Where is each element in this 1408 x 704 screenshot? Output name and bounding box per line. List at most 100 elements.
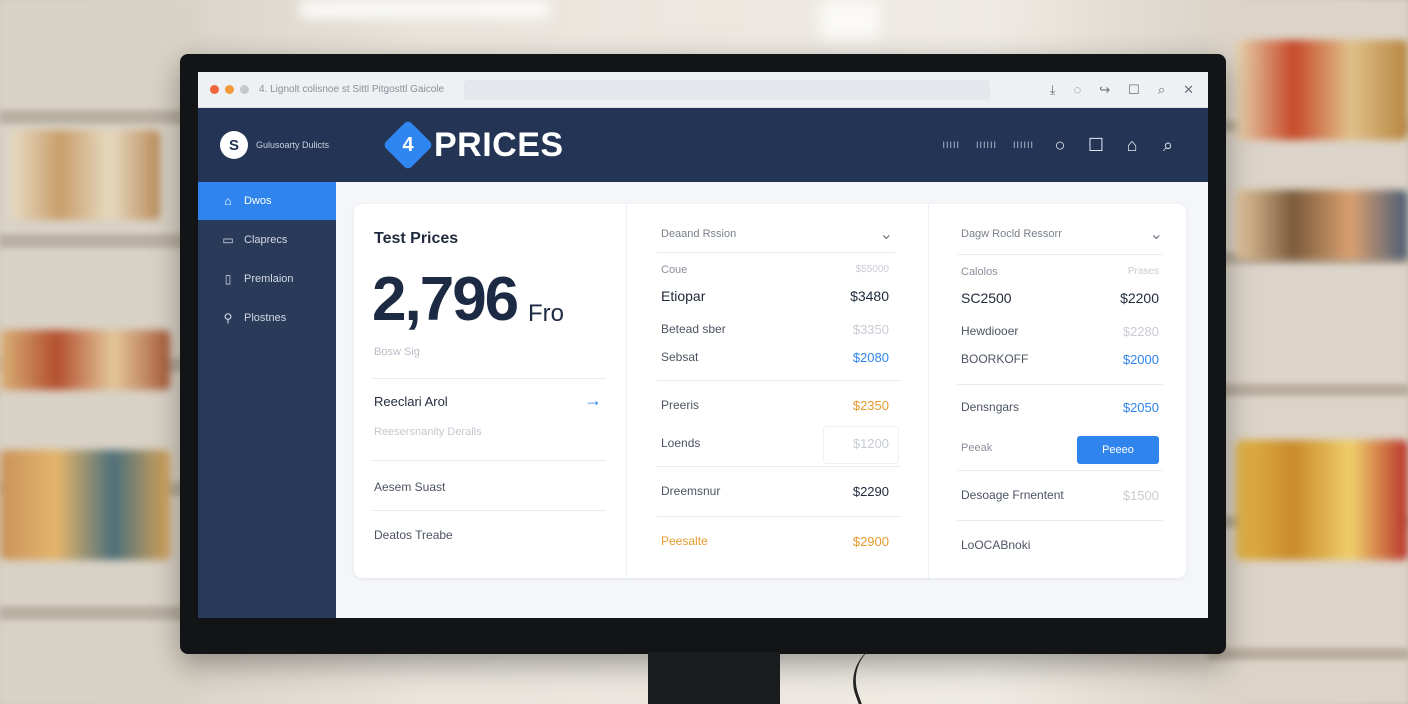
divider xyxy=(957,520,1163,521)
arrow-right-icon[interactable]: → xyxy=(584,390,602,410)
screen: 4. Lignolt colisnoe st Sittl Pitgosttl G… xyxy=(198,72,1208,618)
price-input-box[interactable] xyxy=(823,426,899,464)
list-item-title[interactable]: Reeclari Arol xyxy=(374,394,448,409)
sidebar-item-claprecs[interactable]: ▭ Claprecs xyxy=(198,221,336,259)
location-icon: ⚲ xyxy=(223,311,233,325)
divider xyxy=(657,252,895,253)
prices-card: Test Prices 2,796 Fro Bosw Sig Reeclari … xyxy=(354,204,1186,578)
sidebar-item-premlaion[interactable]: ▯ Premlaion xyxy=(198,260,336,298)
row-price: $2080 xyxy=(852,350,889,365)
row-label: Sebsat xyxy=(661,350,699,364)
price-list-panel: Deaand Rssion ⌄ Coue $55000 Etiopar $348… xyxy=(626,204,928,578)
row-price: $2050 xyxy=(1122,400,1159,415)
sidebar-item-label: Premlaion xyxy=(244,273,294,285)
row-price: $1500 xyxy=(1122,488,1159,503)
background-products xyxy=(10,130,160,220)
row-price: $2350 xyxy=(852,398,889,413)
sidebar-item-label: Dwos xyxy=(244,195,272,207)
nav-link[interactable]: IIIIII xyxy=(1012,140,1034,150)
divider xyxy=(957,254,1163,255)
row-label: Dreemsnur xyxy=(661,484,721,498)
row-label: Loends xyxy=(661,436,701,450)
minimize-window-dot[interactable] xyxy=(225,85,234,94)
row-label: Preeris xyxy=(661,398,700,412)
background-products xyxy=(0,450,170,560)
sidebar-item-plostnes[interactable]: ⚲ Plostnes xyxy=(198,299,336,337)
list-item-title[interactable]: Deatos Treabe xyxy=(374,528,453,542)
row-label: LoOCABnoki xyxy=(961,538,1031,552)
nav-link[interactable]: IIIII xyxy=(942,140,960,150)
browser-bar: 4. Lignolt colisnoe st Sittl Pitgosttl G… xyxy=(198,72,1208,108)
store-icon[interactable]: ⌂ xyxy=(1126,134,1138,155)
row-price: $2280 xyxy=(1122,324,1159,339)
sidebar-item-dwos[interactable]: ⌂ Dwos xyxy=(198,182,336,220)
sidebar: ⌂ Dwos ▭ Claprecs ▯ Premlaion ⚲ Plostnes xyxy=(198,182,336,618)
background-products xyxy=(1236,440,1408,560)
maximize-window-dot[interactable] xyxy=(240,85,249,94)
region-dropdown[interactable]: Deaand Rssion ⌄ xyxy=(661,226,893,243)
search-icon[interactable]: ⌕ xyxy=(1162,134,1174,155)
address-bar[interactable] xyxy=(464,79,991,100)
browser-tab-title[interactable]: 4. Lignolt colisnoe st Sittl Pitgosttl G… xyxy=(259,84,445,95)
resource-dropdown[interactable]: Dagw Rocld Ressorr ⌄ xyxy=(961,226,1163,243)
brand-logo-icon[interactable]: S xyxy=(220,131,248,159)
window-icon[interactable]: ☐ xyxy=(1128,81,1140,97)
ceiling-light xyxy=(820,0,880,40)
primary-action-button[interactable]: Peeeo xyxy=(1077,436,1159,464)
background-products xyxy=(1236,190,1408,260)
share-icon[interactable]: ↪ xyxy=(1099,81,1111,97)
nav-link[interactable]: IIIIII xyxy=(975,140,997,150)
divider xyxy=(657,380,901,381)
page-title: PRICES xyxy=(434,125,564,164)
brand-name: Gulusoarty Dulicts xyxy=(256,139,330,150)
column-header: $55000 xyxy=(855,264,889,275)
ceiling-light xyxy=(300,0,550,18)
close-icon[interactable]: ✕ xyxy=(1183,81,1194,97)
document-icon: ▯ xyxy=(224,272,232,286)
list-item-title[interactable]: Aesem Suast xyxy=(374,480,446,494)
summary-panel: Test Prices 2,796 Fro Bosw Sig Reeclari … xyxy=(354,204,626,578)
edit-icon[interactable]: ☐ xyxy=(1087,134,1105,155)
row-label: Peeak xyxy=(961,442,993,454)
row-label: BOORKOFF xyxy=(961,352,1029,366)
row-price: $3350 xyxy=(852,322,889,337)
chevron-down-icon: ⌄ xyxy=(1149,226,1163,243)
sidebar-item-label: Claprecs xyxy=(244,234,288,246)
dropdown-value: Deaand Rssion xyxy=(661,228,737,240)
total-caption: Bosw Sig xyxy=(374,346,420,358)
row-price: $2000 xyxy=(1122,352,1159,367)
background-products xyxy=(1236,40,1408,140)
download-icon[interactable]: ⤓ xyxy=(1049,81,1056,97)
total-unit: Fro xyxy=(528,300,564,327)
row-price: $2200 xyxy=(1120,290,1159,306)
divider xyxy=(957,384,1163,385)
search-icon[interactable]: ⌕ xyxy=(1157,81,1166,97)
comment-icon[interactable]: ◌ xyxy=(1073,81,1082,97)
row-price: $2900 xyxy=(852,534,889,549)
divider xyxy=(657,466,901,467)
app-header: S Gulusoarty Dulicts 4 PRICES IIIII IIII… xyxy=(198,108,1208,182)
close-window-dot[interactable] xyxy=(210,85,219,94)
row-price: $2290 xyxy=(852,484,889,499)
row-label: Etiopar xyxy=(661,288,706,304)
sidebar-item-label: Plostnes xyxy=(244,312,287,324)
row-label: Betead sber xyxy=(661,322,726,336)
column-header: Coue xyxy=(661,264,688,276)
column-header: Prases xyxy=(1127,266,1159,277)
dropdown-value: Dagw Rocld Ressorr xyxy=(961,228,1062,240)
chat-icon[interactable]: ○ xyxy=(1054,134,1066,155)
monitor-stand xyxy=(648,652,780,704)
row-price: $3480 xyxy=(850,288,889,304)
row-label: SC2500 xyxy=(961,290,1012,306)
divider xyxy=(957,470,1163,471)
prices-logo-icon: 4 xyxy=(382,119,434,171)
divider xyxy=(372,510,606,511)
column-header: Calolos xyxy=(961,266,998,278)
row-label: Peesalte xyxy=(661,534,708,548)
divider xyxy=(657,516,901,517)
resource-panel: Dagw Rocld Ressorr ⌄ Calolos Prases SC25… xyxy=(928,204,1186,578)
chevron-down-icon: ⌄ xyxy=(879,226,893,243)
row-price: $1200 xyxy=(852,436,889,451)
divider xyxy=(372,460,606,461)
list-item-subtitle: Reesersnanity Deralls xyxy=(374,426,482,438)
